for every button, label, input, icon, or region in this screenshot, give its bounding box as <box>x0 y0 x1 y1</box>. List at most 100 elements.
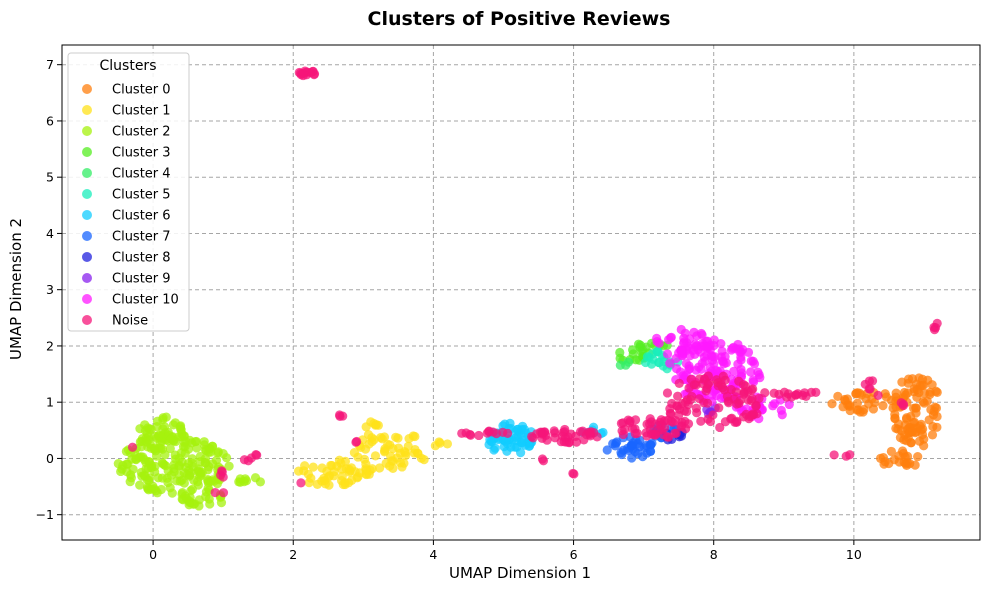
data-point <box>175 422 185 432</box>
legend-label: Cluster 5 <box>112 188 171 203</box>
data-point <box>914 387 924 398</box>
data-point <box>516 437 527 447</box>
data-point <box>217 467 227 477</box>
data-point <box>127 442 138 452</box>
data-point <box>317 463 327 473</box>
data-point <box>397 462 407 472</box>
data-point <box>646 417 656 427</box>
data-point <box>192 443 202 453</box>
data-point <box>393 433 403 443</box>
data-point <box>901 459 911 469</box>
data-point <box>218 488 229 498</box>
data-point <box>751 401 761 411</box>
data-point <box>684 361 694 371</box>
data-point <box>183 444 194 454</box>
data-point <box>293 466 304 476</box>
data-point <box>930 323 941 333</box>
data-point <box>184 500 194 510</box>
data-point <box>224 461 234 471</box>
data-point <box>754 393 764 403</box>
y-tick-label: 5 <box>46 170 54 185</box>
data-point <box>337 471 347 481</box>
data-point <box>197 467 207 478</box>
data-point <box>612 437 622 447</box>
data-point <box>149 444 159 454</box>
data-point <box>166 434 176 444</box>
data-point <box>408 431 418 441</box>
data-point <box>211 455 222 465</box>
data-point <box>419 455 429 465</box>
data-point <box>216 498 227 508</box>
x-axis-label: UMAP Dimension 1 <box>449 564 591 582</box>
legend-title: Clusters <box>100 58 157 74</box>
data-point <box>569 469 579 479</box>
data-point <box>210 487 220 498</box>
data-point <box>327 460 337 471</box>
legend-marker <box>82 315 92 325</box>
x-tick-label: 8 <box>710 547 718 562</box>
legend-label: Cluster 7 <box>112 230 171 245</box>
axis-ticks: 0 2 4 6 8 10 −1 0 1 2 3 4 5 6 7 <box>36 57 862 562</box>
data-point <box>137 471 147 481</box>
data-point <box>779 387 790 397</box>
legend-label: Cluster 2 <box>112 125 171 140</box>
data-point <box>174 432 184 442</box>
data-point <box>442 439 453 449</box>
data-point <box>306 473 316 483</box>
data-point <box>777 410 787 420</box>
data-point <box>516 448 526 458</box>
data-point <box>746 367 756 377</box>
data-point <box>716 352 726 362</box>
data-point <box>784 399 794 410</box>
data-point <box>900 420 910 430</box>
data-point <box>621 360 631 370</box>
data-point <box>141 464 151 474</box>
y-tick-label: 1 <box>46 395 54 410</box>
data-point <box>914 436 925 446</box>
data-point <box>864 376 875 386</box>
data-point <box>913 451 923 462</box>
data-point <box>146 424 156 434</box>
data-point <box>768 401 778 411</box>
data-point <box>729 366 739 376</box>
x-tick-label: 2 <box>289 547 297 562</box>
data-point <box>140 420 150 430</box>
data-point <box>343 478 354 488</box>
data-point <box>320 476 330 486</box>
data-point <box>537 454 548 464</box>
data-point <box>838 402 848 412</box>
legend-label: Cluster 3 <box>112 146 171 161</box>
legend-marker <box>82 168 92 178</box>
data-point <box>897 377 907 387</box>
data-point <box>748 384 758 394</box>
data-point <box>880 389 890 399</box>
data-point <box>868 404 879 414</box>
data-point <box>639 443 650 453</box>
data-point <box>527 431 537 442</box>
legend-label: Noise <box>112 314 148 329</box>
data-point <box>143 485 154 495</box>
data-point <box>645 425 655 435</box>
data-point <box>829 450 839 460</box>
data-point <box>465 429 475 440</box>
data-point <box>370 451 381 461</box>
data-point <box>679 333 689 343</box>
data-point <box>484 427 494 437</box>
data-point <box>734 344 744 354</box>
data-point <box>827 399 837 409</box>
data-point <box>535 427 546 437</box>
data-point <box>755 373 765 383</box>
data-point <box>156 432 166 442</box>
data-point <box>926 404 936 415</box>
legend-box <box>67 52 190 332</box>
y-tick-label: 6 <box>46 113 54 128</box>
data-point <box>689 327 699 337</box>
data-point <box>662 388 673 398</box>
y-axis-label: UMAP Dimension 2 <box>7 218 25 360</box>
data-point <box>873 390 883 400</box>
data-point <box>502 428 513 438</box>
data-point <box>585 428 595 438</box>
data-point <box>916 425 926 435</box>
data-point <box>716 380 726 390</box>
data-point <box>681 424 691 434</box>
